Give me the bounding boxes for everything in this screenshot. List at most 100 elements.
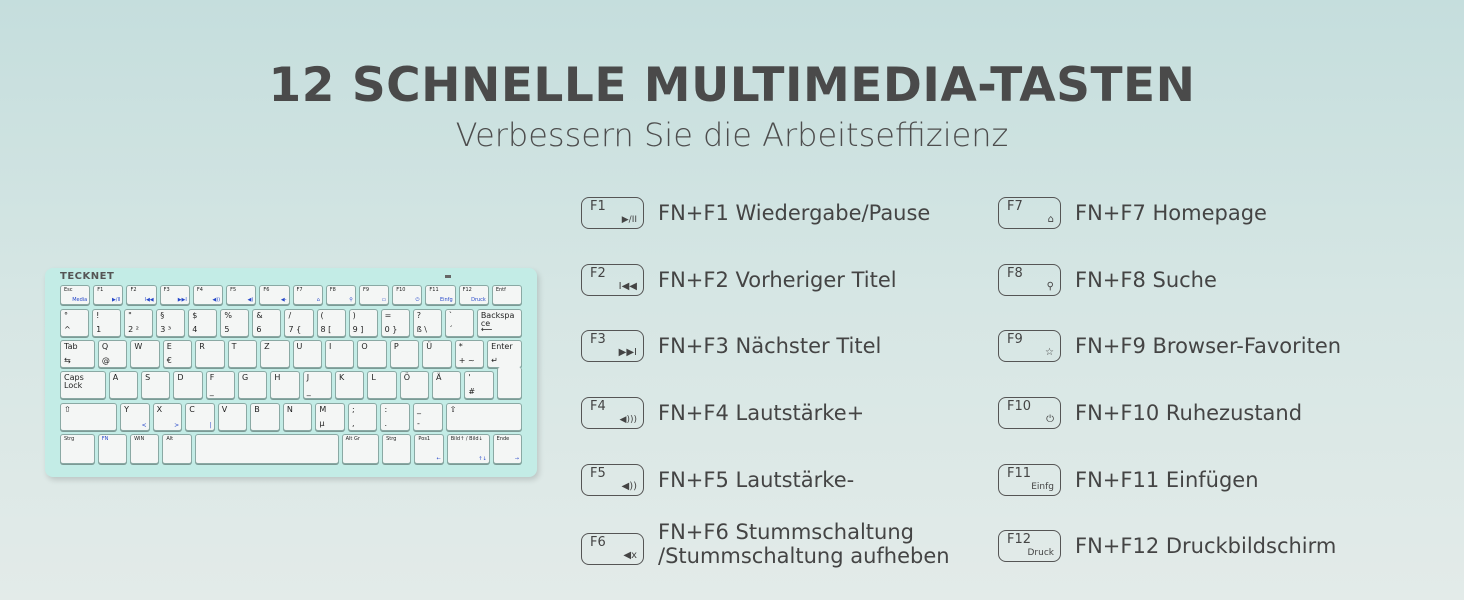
shortcut-item-f3: F3 ▶▶I FN+F3 Nächster Titel bbox=[581, 330, 881, 362]
key-label: Einfg bbox=[439, 297, 453, 303]
key-label: € bbox=[166, 356, 172, 365]
key-label: Druck bbox=[471, 297, 486, 303]
key-w: W bbox=[130, 340, 160, 368]
previous-track-icon: I◀◀ bbox=[618, 281, 637, 292]
key-label: R bbox=[199, 342, 205, 351]
key-label: Q bbox=[101, 342, 109, 351]
key-label: ( bbox=[320, 311, 324, 320]
shortcut-item-f2: F2 I◀◀ FN+F2 Vorheriger Titel bbox=[581, 264, 897, 296]
print-screen-icon: Druck bbox=[1027, 548, 1055, 558]
keyboard-row: ° ^! 1 " 2 ² § 3 ³ $4% 5 & 6/7 {(8 [) 9 ] = 0 }? ß \ ` ´… bbox=[60, 309, 523, 337]
key-n: N bbox=[282, 403, 313, 431]
key-label: Tab bbox=[64, 342, 78, 351]
key-label: F5 bbox=[230, 287, 237, 293]
brand-logo: TECKNET bbox=[60, 271, 115, 282]
key-label: / bbox=[288, 311, 292, 320]
key-label: ◀)) bbox=[212, 297, 221, 303]
key-label: ` bbox=[448, 311, 453, 320]
key-f4: F4 ◀)) bbox=[192, 285, 224, 305]
key-label: Alt Gr bbox=[345, 436, 360, 442]
key-label: H bbox=[274, 373, 281, 382]
key-y: Y < bbox=[120, 403, 150, 431]
shortcut-item-f5: F5 ◀)) FN+F5 Lautstärke- bbox=[581, 464, 854, 496]
key-label: " bbox=[128, 311, 132, 320]
key-pos1: Pos1 ← bbox=[414, 434, 444, 464]
key-label: F11 bbox=[429, 287, 439, 293]
key-label: 2 ² bbox=[128, 325, 139, 334]
key--: (8 [ bbox=[316, 309, 346, 337]
key-label: A bbox=[112, 373, 119, 382]
key-f12: F12 Druck bbox=[458, 285, 489, 305]
key-label: Ä bbox=[436, 373, 442, 382]
key-label: Media bbox=[72, 297, 88, 303]
keycap-f1: F1 ▶/II bbox=[581, 197, 644, 229]
key-label: WIN bbox=[134, 436, 145, 442]
shortcut-description: FN+F7 Homepage bbox=[1075, 201, 1267, 225]
key-label: ◀) bbox=[247, 297, 254, 303]
page-subtitle: Verbessern Sie die Arbeitseffizienz bbox=[455, 116, 1009, 154]
key-alt: Alt bbox=[162, 434, 192, 464]
key--: § 3 ³ bbox=[156, 309, 186, 337]
key-label: Strg bbox=[386, 436, 397, 442]
key--: % 5 bbox=[220, 309, 250, 337]
key-label: Pos1 bbox=[418, 436, 431, 442]
keycap-label: F1 bbox=[590, 199, 606, 214]
keyboard-row: ⇧ Y < X > C | V B N M µ;,:. _ - ⇧ bbox=[60, 403, 522, 431]
key-ä: Ä bbox=[432, 371, 462, 399]
key-label: G bbox=[242, 373, 249, 382]
shortcut-description: FN+F8 Suche bbox=[1075, 268, 1217, 292]
key-label: ⚲ bbox=[349, 297, 353, 303]
key-label: @ bbox=[101, 356, 110, 365]
shortcut-item-f9: F9 ☆ FN+F9 Browser-Favoriten bbox=[998, 330, 1341, 362]
key-label: V bbox=[221, 405, 228, 414]
keyboard-row: Caps Lock A S D F _ G H J _ K L Ö Ä ' # bbox=[60, 367, 522, 399]
key--: $4 bbox=[188, 309, 218, 337]
keycap-label: F4 bbox=[590, 399, 606, 414]
favorites-folder-icon: ☆ bbox=[1045, 347, 1054, 358]
key-label: < bbox=[141, 422, 147, 429]
key--: " 2 ² bbox=[124, 309, 154, 337]
key-s: S bbox=[141, 371, 171, 399]
key-a: A bbox=[108, 371, 139, 399]
key-label: + ~ bbox=[458, 356, 475, 365]
keycap-f7: F7 ⌂ bbox=[998, 197, 1061, 229]
keycap-label: F10 bbox=[1007, 399, 1032, 414]
shortcut-description: FN+F2 Vorheriger Titel bbox=[658, 268, 897, 292]
key-label: ⏻ bbox=[415, 297, 420, 303]
key-label: U bbox=[296, 342, 303, 351]
shortcut-description: FN+F10 Ruhezustand bbox=[1075, 401, 1303, 425]
key-f9: F9 ▭ bbox=[358, 285, 390, 305]
shortcut-description: FN+F3 Nächster Titel bbox=[658, 334, 882, 358]
keycap-f10: F10 ⏻ bbox=[998, 397, 1061, 429]
key-label: Entf bbox=[495, 287, 506, 293]
key-label: F7 bbox=[296, 287, 303, 293]
key-label: Esc bbox=[64, 287, 73, 293]
mute-icon: ◀x bbox=[623, 550, 637, 561]
power-icon: ⏻ bbox=[1046, 414, 1054, 425]
key-label: Ende bbox=[496, 436, 510, 442]
key-strg: Strg bbox=[382, 434, 412, 464]
keycap-label: F5 bbox=[590, 466, 606, 481]
key-v: V bbox=[217, 403, 248, 431]
play-pause-icon: ▶/II bbox=[621, 215, 637, 225]
page-title: 12 SCHNELLE MULTIMEDIA-TASTEN bbox=[268, 58, 1196, 113]
key-label: ' bbox=[468, 373, 471, 382]
key-tab: Tab ⇆ bbox=[60, 340, 95, 368]
shortcut-item-f1: F1 ▶/II FN+F1 Wiedergabe/Pause bbox=[581, 197, 930, 229]
key-label: F10 bbox=[396, 287, 406, 293]
key-m: M µ bbox=[315, 403, 345, 431]
key-label: F bbox=[209, 373, 215, 382]
key-label: N bbox=[286, 405, 293, 414]
key-label: ? bbox=[416, 311, 421, 320]
keycap-f2: F2 I◀◀ bbox=[581, 264, 644, 296]
key-label: E bbox=[166, 342, 172, 351]
key-label: 5 bbox=[224, 325, 230, 334]
keycap-label: F7 bbox=[1007, 199, 1023, 214]
key-label: → bbox=[514, 456, 519, 462]
key-label: 6 bbox=[256, 325, 262, 334]
shortcut-description: FN+F9 Browser-Favoriten bbox=[1075, 334, 1342, 358]
key-label: ⌂ bbox=[316, 297, 320, 303]
key-label: F1 bbox=[97, 287, 104, 293]
keycap-f8: F8 ⚲ bbox=[998, 264, 1061, 296]
key-blank bbox=[194, 434, 339, 464]
